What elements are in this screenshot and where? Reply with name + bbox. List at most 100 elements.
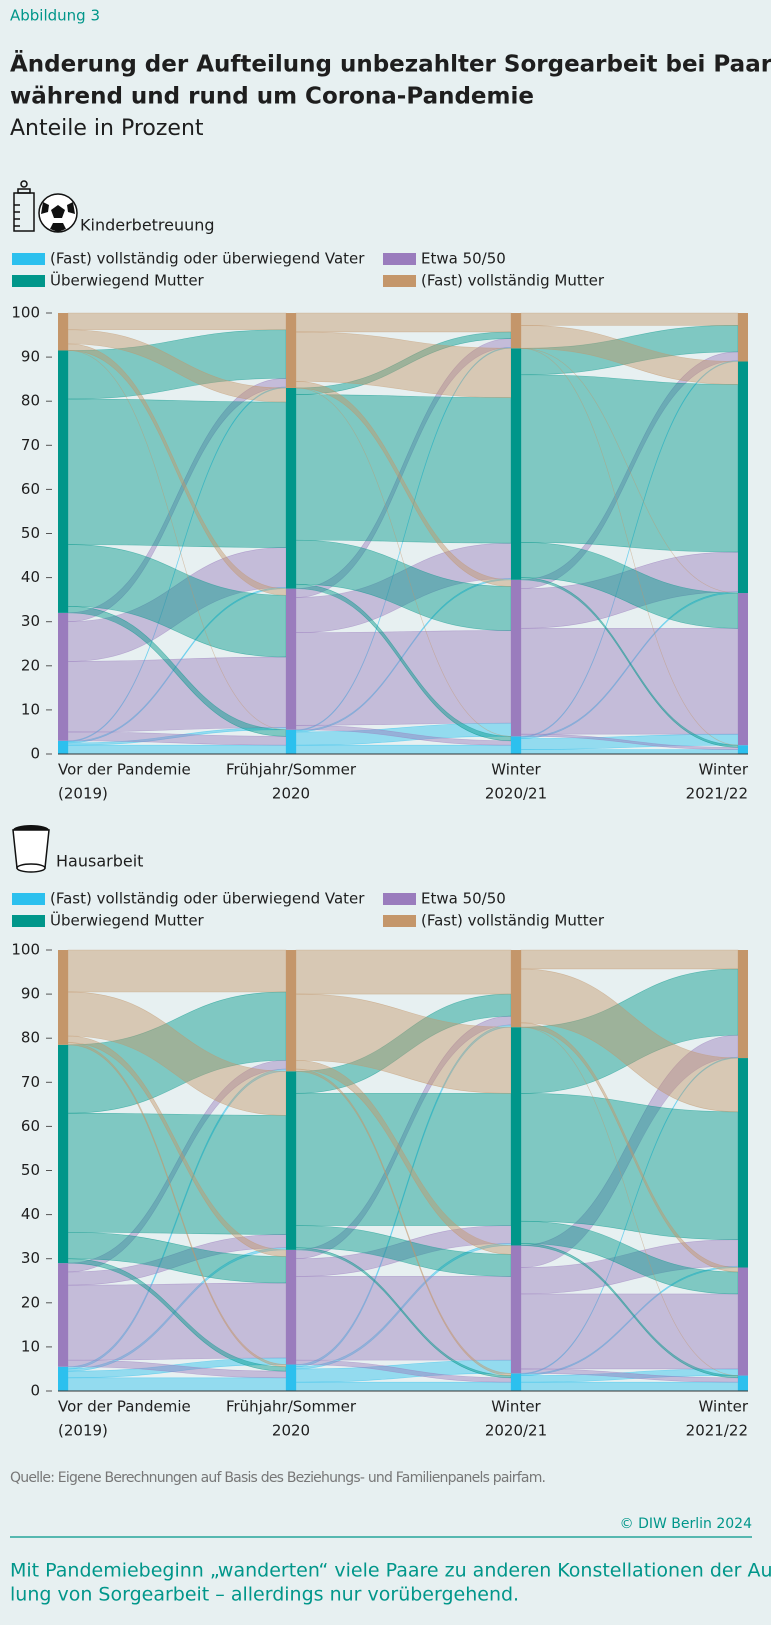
node [738,745,748,754]
node [738,313,748,362]
legend-label: Etwa 50/50 [421,250,506,268]
node [286,1364,296,1391]
x-tick-label: (2019) [58,785,108,803]
node [738,1267,748,1376]
node [738,1375,748,1391]
x-tick-label: Frühjahr/Sommer [226,761,357,779]
flow [520,1293,739,1370]
x-tick-label: 2021/22 [686,785,748,803]
y-tick-label: 20 [21,1293,40,1311]
flows [67,949,739,1392]
node [738,593,748,746]
copyright: © DIW Berlin 2024 [620,1516,752,1532]
flow [520,628,739,735]
y-tick-label: 80 [21,1029,40,1047]
flow [295,744,512,755]
flow [67,744,287,755]
legend-swatch [12,893,45,905]
node [511,1373,521,1391]
node [58,313,68,351]
y-tick-label: 70 [21,436,40,454]
legend-label: Etwa 50/50 [421,890,506,908]
x-tick-label: Winter [491,1398,541,1416]
chart-heading: Hausarbeit [56,852,143,871]
y-tick-label: 100 [11,304,40,322]
legend-swatch [383,915,416,927]
figure-label: Abbildung 3 [10,7,100,25]
title: während und rund um Corona-Pandemie [10,84,534,110]
flow [520,312,739,326]
y-tick-label: 30 [21,1249,40,1267]
node [286,950,296,1072]
legend-label: (Fast) vollständig oder überwiegend Vate… [50,890,365,908]
x-tick-label: 2020 [272,785,310,803]
legend-label: (Fast) vollständig Mutter [421,912,605,930]
y-tick-label: 40 [21,1205,40,1223]
legend-swatch [383,893,416,905]
node [286,387,296,589]
y-tick-label: 20 [21,656,40,674]
node [511,1245,521,1374]
flow [67,1112,287,1235]
x-tick-label: 2020/21 [485,785,547,803]
legend-swatch [383,253,416,265]
flow [67,312,287,331]
icon-football [38,193,78,233]
x-tick-label: 2020/21 [485,1422,547,1440]
node [58,1044,68,1264]
node [738,950,748,1059]
node [511,579,521,737]
node [58,350,68,613]
node [511,1027,521,1246]
y-tick-label: 10 [21,700,40,718]
legend-label: Überwiegend Mutter [50,911,205,930]
subtitle: Anteile in Prozent [10,116,204,141]
y-tick-label: 50 [21,524,40,542]
x-tick-label: Winter [491,761,541,779]
y-tick-label: 60 [21,480,40,498]
y-tick-label: 50 [21,1161,40,1179]
y-tick-label: 30 [21,612,40,630]
y-tick-label: 0 [30,745,40,763]
node [511,736,521,754]
legend-swatch [383,275,416,287]
x-tick-label: (2019) [58,1422,108,1440]
node [286,729,296,754]
legend-swatch [12,275,45,287]
y-tick-label: 100 [11,941,40,959]
title: Änderung der Aufteilung unbezahlter Sorg… [10,50,771,78]
legend-swatch [12,915,45,927]
y-tick-label: 60 [21,1117,40,1135]
node [738,1058,748,1268]
flow [520,374,739,553]
legend-label: Überwiegend Mutter [50,271,205,290]
caption: Mit Pandemiebeginn „wanderten“ viele Paa… [10,1560,771,1582]
flow [520,1093,739,1241]
node [58,1263,68,1367]
node [511,348,521,580]
x-tick-label: Vor der Pandemie [58,1398,191,1416]
flow [295,949,512,995]
flow [520,1381,739,1392]
legend-swatch [12,253,45,265]
node [58,612,68,741]
flow [295,312,512,333]
y-tick-label: 70 [21,1073,40,1091]
flow [295,1276,512,1361]
node [738,361,748,594]
y-tick-label: 80 [21,392,40,410]
y-tick-label: 90 [21,348,40,366]
node [286,1071,296,1250]
icon-bucket [12,825,50,873]
flows [67,312,739,755]
flow [67,1282,287,1361]
y-tick-label: 10 [21,1337,40,1355]
node [58,1366,68,1391]
y-tick-label: 0 [30,1382,40,1400]
x-tick-label: Winter [699,1398,749,1416]
flow [520,949,739,970]
flow [520,749,739,755]
flow [295,1381,512,1392]
node [286,313,296,388]
